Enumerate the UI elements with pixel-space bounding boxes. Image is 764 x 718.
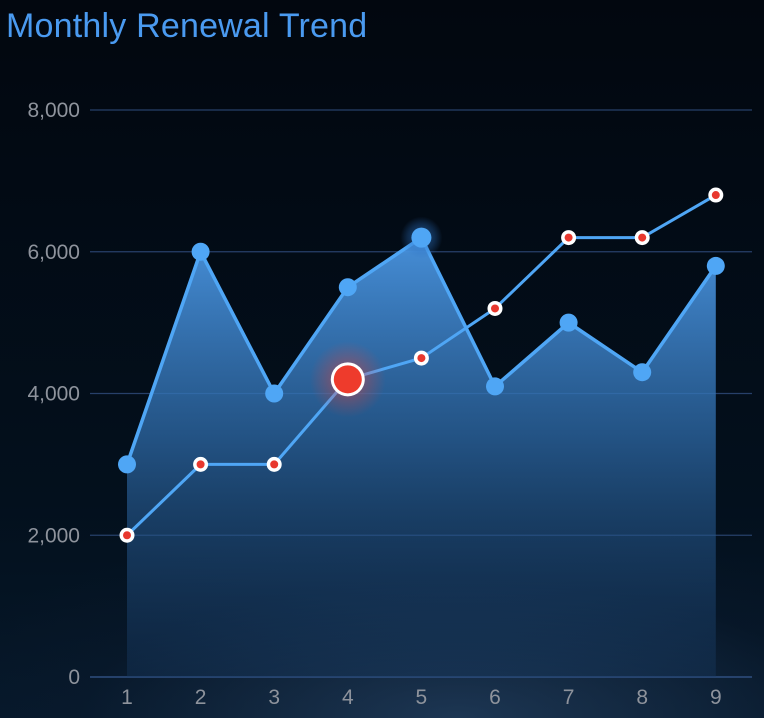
- series-1-point[interactable]: [706, 256, 725, 275]
- series-1-point[interactable]: [411, 227, 432, 248]
- series-2-point[interactable]: [196, 460, 205, 469]
- y-tick-label: 8,000: [27, 99, 80, 122]
- series-2-point[interactable]: [638, 233, 647, 242]
- series-2-point[interactable]: [491, 304, 499, 313]
- series-2-point[interactable]: [417, 354, 426, 363]
- series-1-point[interactable]: [486, 377, 504, 396]
- y-tick-label: 6,000: [27, 241, 80, 264]
- series-2-point[interactable]: [333, 365, 362, 394]
- series-2-point[interactable]: [564, 233, 573, 242]
- y-tick-label: 2,000: [27, 524, 80, 547]
- series-1-point[interactable]: [265, 384, 284, 403]
- series-2-point[interactable]: [123, 531, 131, 540]
- series-1-point[interactable]: [559, 313, 578, 332]
- x-tick-label: 4: [342, 686, 354, 709]
- x-tick-label: 9: [710, 686, 722, 709]
- x-tick-label: 3: [268, 686, 280, 709]
- y-tick-label: 0: [68, 666, 80, 689]
- series-1-point[interactable]: [338, 278, 357, 297]
- series-points: [118, 187, 725, 543]
- x-tick-label: 8: [636, 686, 648, 709]
- x-tick-label: 7: [563, 686, 575, 709]
- series-area: [127, 237, 716, 677]
- series-2-point[interactable]: [270, 460, 279, 469]
- x-tick-label: 2: [195, 686, 207, 709]
- area-fill: [127, 237, 716, 677]
- series-1-point[interactable]: [633, 363, 652, 382]
- series-1-point[interactable]: [191, 242, 210, 261]
- chart-title: Monthly Renewal Trend: [6, 7, 368, 45]
- x-tick-label: 6: [489, 686, 501, 709]
- x-tick-label: 5: [416, 686, 428, 709]
- y-tick-label: 4,000: [27, 383, 80, 406]
- x-tick-label: 1: [121, 686, 133, 709]
- axis-labels: 0 2,000 4,000 6,000 8,000 1 2 3 4 5 6 7 8 9: [27, 99, 721, 709]
- series-2-point[interactable]: [711, 191, 720, 200]
- series-1-point[interactable]: [118, 455, 136, 474]
